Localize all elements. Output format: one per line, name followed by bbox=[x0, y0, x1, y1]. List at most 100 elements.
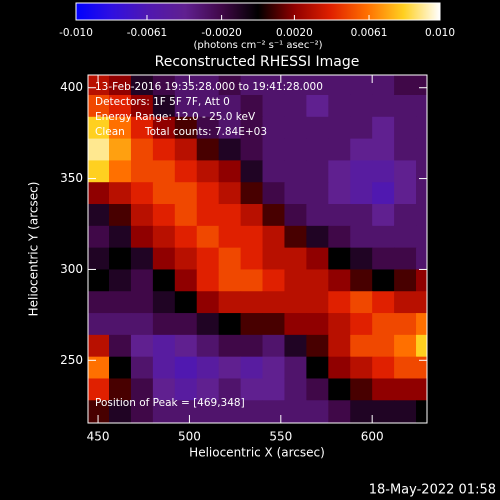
heatmap-cell bbox=[218, 94, 242, 118]
heatmap-cell bbox=[328, 269, 351, 292]
annotation: Detectors: 1F 5F 7F, Att 0 bbox=[95, 96, 230, 108]
heatmap-cell bbox=[196, 291, 220, 314]
heatmap-cell bbox=[306, 116, 329, 140]
heatmap-cell bbox=[240, 313, 264, 336]
heatmap-cell bbox=[88, 182, 110, 205]
colorbar-tick-label: -0.0061 bbox=[127, 27, 168, 39]
heatmap-cell bbox=[350, 291, 373, 314]
heatmap-cell bbox=[416, 204, 427, 227]
heatmap-cell bbox=[328, 204, 351, 227]
heatmap-cell bbox=[284, 204, 307, 227]
heatmap-cell bbox=[174, 356, 198, 379]
heatmap-cell bbox=[218, 75, 242, 96]
heatmap-cell bbox=[196, 247, 220, 270]
heatmap-cell bbox=[240, 94, 264, 118]
heatmap-cell bbox=[328, 138, 351, 161]
heatmap-cell bbox=[262, 269, 285, 292]
heatmap-cell bbox=[152, 356, 176, 379]
heatmap-cell bbox=[218, 160, 242, 183]
heatmap-cell bbox=[350, 204, 373, 227]
heatmap-cell bbox=[284, 75, 307, 96]
heatmap-cell bbox=[174, 138, 198, 161]
heatmap-cell bbox=[306, 356, 329, 379]
heatmap-cell bbox=[328, 160, 351, 183]
heatmap-cell bbox=[109, 204, 132, 227]
heatmap-cell bbox=[284, 247, 307, 270]
heatmap-cell bbox=[130, 75, 154, 96]
heatmap-cell bbox=[196, 313, 220, 336]
heatmap-cell bbox=[196, 75, 220, 96]
heatmap-cell bbox=[109, 269, 132, 292]
heatmap-cell bbox=[416, 378, 427, 401]
heatmap-cell bbox=[174, 400, 198, 423]
heatmap-cell bbox=[394, 356, 417, 379]
heatmap-cell bbox=[109, 291, 132, 314]
y-tick-label: 300 bbox=[60, 262, 83, 276]
heatmap-cell bbox=[262, 138, 285, 161]
heatmap-cell bbox=[109, 160, 132, 183]
heatmap-cell bbox=[218, 313, 242, 336]
heatmap-cell bbox=[372, 313, 395, 336]
heatmap-cell bbox=[196, 182, 220, 205]
annotation: Energy Range: 12.0 - 25.0 keV bbox=[95, 111, 256, 123]
heatmap-cell bbox=[284, 356, 307, 379]
heatmap-cell bbox=[152, 182, 176, 205]
heatmap-cell bbox=[174, 378, 198, 401]
heatmap-cell bbox=[218, 378, 242, 401]
y-tick-label: 400 bbox=[60, 80, 83, 94]
heatmap-cell bbox=[218, 269, 242, 292]
heatmap-cell bbox=[416, 94, 427, 118]
heatmap-cell bbox=[240, 225, 264, 249]
heatmap-cell bbox=[306, 204, 329, 227]
heatmap-cell bbox=[416, 269, 427, 292]
heatmap-cell bbox=[152, 378, 176, 401]
heatmap-cell bbox=[328, 247, 351, 270]
heatmap-cell bbox=[394, 204, 417, 227]
peak-label: Position of Peak = [469,348] bbox=[95, 397, 245, 409]
heatmap-cell bbox=[88, 356, 110, 379]
heatmap-cell bbox=[328, 400, 351, 423]
heatmap-cell bbox=[284, 269, 307, 292]
heatmap-cell bbox=[240, 334, 264, 358]
heatmap-cell bbox=[262, 225, 285, 249]
heatmap-cell bbox=[328, 313, 351, 336]
y-tick-label: 350 bbox=[60, 171, 83, 185]
heatmap-cell bbox=[196, 400, 220, 423]
heatmap-cell bbox=[372, 334, 395, 358]
heatmap-cell bbox=[394, 160, 417, 183]
heatmap-cell bbox=[240, 204, 264, 227]
heatmap-cell bbox=[372, 75, 395, 96]
heatmap-cell bbox=[416, 291, 427, 314]
heatmap-cell bbox=[130, 313, 154, 336]
heatmap-cell bbox=[218, 138, 242, 161]
heatmap-cell bbox=[196, 116, 220, 140]
heatmap-cell bbox=[109, 138, 132, 161]
heatmap-cell bbox=[218, 400, 242, 423]
heatmap-cell bbox=[174, 160, 198, 183]
heatmap-cell bbox=[196, 225, 220, 249]
heatmap-cell bbox=[284, 334, 307, 358]
heatmap-cell bbox=[196, 94, 220, 118]
heatmap-cell bbox=[394, 247, 417, 270]
heatmap-cell bbox=[130, 138, 154, 161]
chart-title: Reconstructed RHESSI Image bbox=[155, 54, 360, 70]
footer-timestamp: 18-May-2022 01:58 bbox=[369, 483, 496, 498]
x-tick-label: 600 bbox=[361, 430, 384, 444]
heatmap-cell bbox=[350, 313, 373, 336]
heatmap-cell bbox=[372, 247, 395, 270]
heatmap-cell bbox=[350, 400, 373, 423]
heatmap-cell bbox=[196, 378, 220, 401]
heatmap-cell bbox=[196, 138, 220, 161]
heatmap-cell bbox=[196, 269, 220, 292]
heatmap-cell bbox=[218, 116, 242, 140]
heatmap-cell bbox=[262, 291, 285, 314]
heatmap-cell bbox=[174, 75, 198, 96]
heatmap-cell bbox=[372, 378, 395, 401]
heatmap-cell bbox=[394, 269, 417, 292]
heatmap-cell bbox=[284, 378, 307, 401]
heatmap-cell bbox=[394, 182, 417, 205]
heatmap-cell bbox=[284, 182, 307, 205]
colorbar-tick-label: 0.0061 bbox=[351, 27, 388, 39]
heatmap-cell bbox=[109, 116, 132, 140]
